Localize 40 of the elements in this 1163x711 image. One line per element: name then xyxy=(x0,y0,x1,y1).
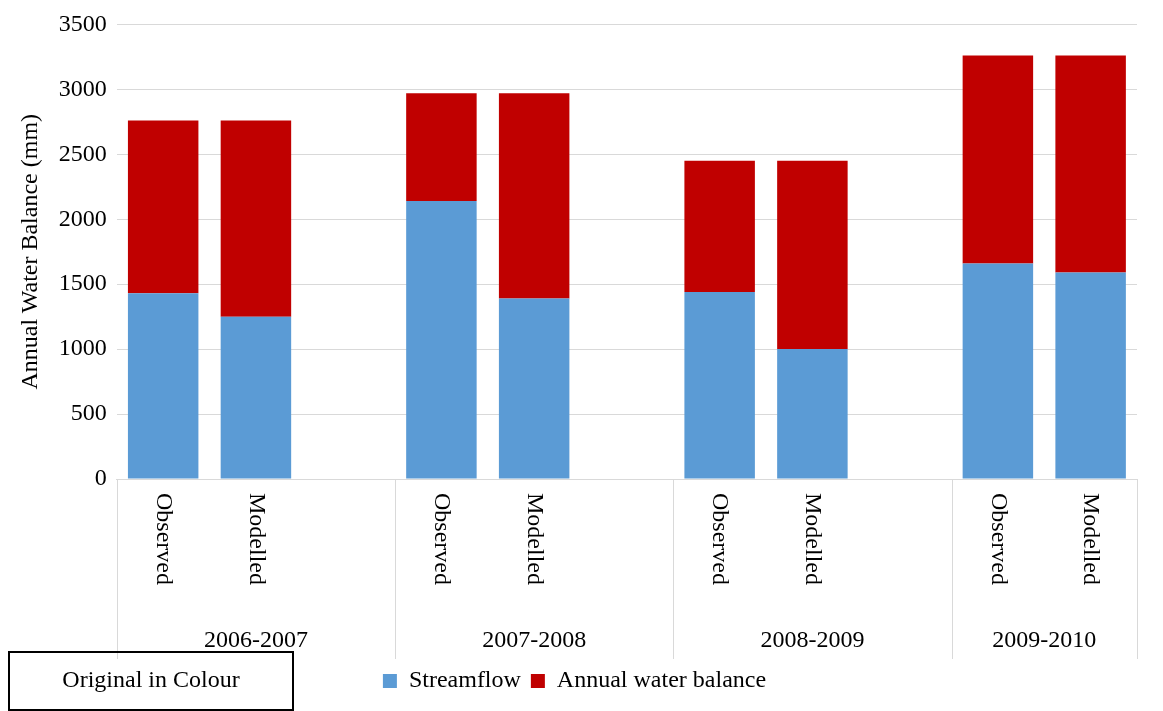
x-tick-label: Observed xyxy=(430,493,457,585)
bar xyxy=(127,120,199,294)
y-tick-label: 1500 xyxy=(58,269,107,296)
x-tick-label: Modelled xyxy=(244,493,271,585)
x-tick-label: Modelled xyxy=(1079,493,1106,585)
text: Original in Colour xyxy=(62,666,240,693)
bar xyxy=(406,201,477,479)
bar xyxy=(406,93,477,202)
x-tick-label: Observed xyxy=(708,493,735,585)
y-axis-title: Annual Water Balance (mm) xyxy=(15,113,42,390)
y-tick-label: 3500 xyxy=(58,9,107,36)
bar xyxy=(498,298,570,479)
y-tick-label: 0 xyxy=(94,464,107,491)
y-tick-label: 2000 xyxy=(58,204,107,231)
bar xyxy=(684,160,755,292)
bar xyxy=(777,349,848,479)
bar xyxy=(220,316,292,479)
y-tick-label: 1000 xyxy=(58,334,107,361)
text: 2007-2008 xyxy=(482,626,587,653)
x-tick-label: Observed xyxy=(986,493,1013,585)
bar xyxy=(777,160,848,350)
text: 2006-2007 xyxy=(203,626,308,653)
bar xyxy=(684,291,755,479)
bar xyxy=(1055,272,1126,479)
y-tick-label: 2500 xyxy=(58,139,107,166)
x-tick-label: Modelled xyxy=(522,493,549,585)
legend-label: Streamflow xyxy=(408,666,522,693)
bar xyxy=(962,55,1034,264)
text: 2009-2010 xyxy=(992,626,1097,653)
x-tick-label: Modelled xyxy=(801,493,828,585)
x-tick-label: Observed xyxy=(151,493,178,585)
bar xyxy=(498,93,570,299)
bar xyxy=(1055,55,1126,273)
bar xyxy=(962,263,1034,479)
legend-label: Annual water balance xyxy=(556,666,767,693)
y-tick-label: 500 xyxy=(70,399,107,426)
y-tick-label: 3000 xyxy=(58,74,107,101)
text: 2008-2009 xyxy=(760,626,865,653)
bar xyxy=(127,293,199,479)
bar xyxy=(220,120,292,317)
